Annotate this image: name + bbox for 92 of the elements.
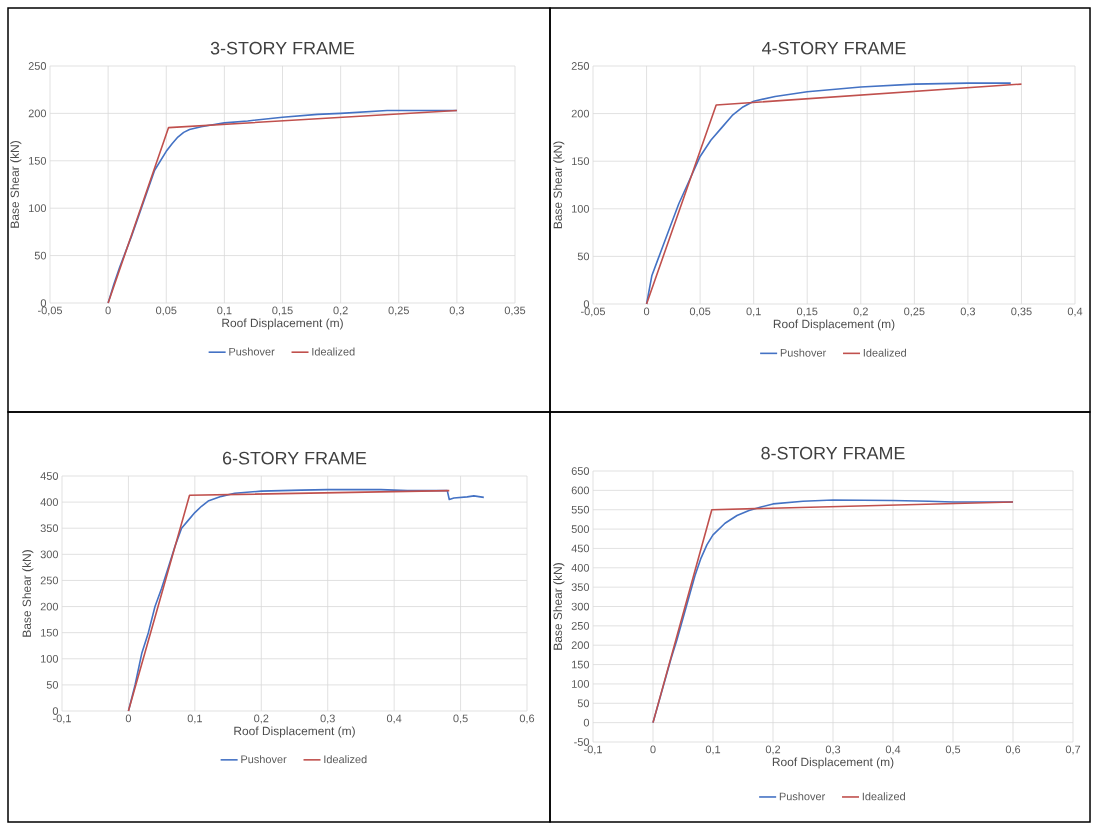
y-tick-label: -50 (574, 738, 590, 746)
y-tick-label: 200 (571, 109, 590, 118)
x-tick-label: 0 (105, 306, 111, 315)
x-tick-label: 0,4 (885, 745, 901, 755)
y-tick-label: 250 (571, 621, 590, 630)
x-tick-label: 0,3 (960, 307, 976, 317)
x-axis-title: Roof Displacement (m) (773, 319, 895, 331)
x-tick-label: 0,05 (689, 307, 711, 317)
y-tick-label: 0 (40, 299, 47, 307)
x-tick-label: 0 (650, 745, 656, 754)
legend-label: Pushover (779, 792, 826, 801)
x-axis-title: Roof Displacement (m) (234, 726, 355, 738)
y-tick-label: 150 (572, 157, 590, 166)
chart-title: 8-STORY FRAME (761, 446, 905, 460)
x-tick-label: 0,1 (705, 745, 721, 755)
y-tick-label: 50 (46, 681, 59, 689)
x-tick-label: 0,2 (333, 306, 348, 316)
y-tick-label: 550 (571, 505, 590, 514)
legend-label: Pushover (229, 347, 275, 356)
y-tick-label: 650 (571, 467, 590, 475)
x-tick-label: 0,6 (519, 714, 535, 724)
x-tick-label: 0,7 (1065, 745, 1081, 755)
legend-label: Idealized (862, 792, 905, 801)
legend-label: Pushover (241, 755, 287, 764)
x-tick-label: 0,1 (187, 714, 202, 724)
x-tick-label: 0,3 (449, 306, 465, 316)
y-tick-label: 150 (41, 628, 59, 637)
x-tick-label: 0,2 (254, 714, 269, 724)
y-tick-label: 250 (28, 62, 47, 70)
legend-label: Idealized (324, 755, 367, 764)
x-tick-label: 0,5 (453, 714, 468, 724)
x-tick-label: 0,05 (156, 306, 177, 316)
x-tick-label: 0,6 (1005, 745, 1021, 755)
x-tick-label: 0,25 (904, 307, 925, 317)
x-tick-label: 0,35 (504, 306, 526, 316)
y-axis-title: Base Shear (kN) (10, 141, 22, 228)
x-tick-label: -0,05 (38, 306, 63, 316)
x-tick-label: 0,3 (320, 714, 335, 724)
y-tick-label: 200 (40, 602, 59, 611)
x-tick-label: 0,35 (1011, 307, 1032, 317)
y-tick-label: 150 (572, 660, 590, 669)
x-tick-label: -0,1 (53, 714, 71, 724)
x-tick-label: 0,5 (945, 745, 961, 755)
x-tick-label: 0,1 (746, 307, 761, 317)
y-tick-label: 150 (29, 156, 47, 165)
y-tick-label: 0 (52, 707, 59, 715)
x-tick-label: 0 (125, 714, 132, 723)
y-tick-label: 400 (571, 563, 590, 572)
chart-title: 3-STORY FRAME (210, 41, 355, 55)
y-axis-title: Base Shear (kN) (553, 141, 565, 229)
x-axis-title: Roof Displacement (m) (222, 318, 343, 330)
y-tick-label: 200 (28, 109, 47, 118)
legend-label: Idealized (863, 348, 906, 357)
x-tick-label: 0,3 (825, 745, 841, 755)
chart-title: 6-STORY FRAME (222, 451, 367, 465)
y-tick-label: 350 (40, 524, 59, 533)
y-tick-label: 100 (41, 654, 59, 663)
y-tick-label: 0 (583, 300, 590, 308)
x-tick-label: 0,1 (217, 306, 232, 316)
y-tick-label: 100 (29, 204, 47, 213)
y-tick-label: 300 (40, 550, 59, 559)
y-axis-title: Base Shear (kN) (22, 550, 34, 637)
y-tick-label: 50 (577, 252, 590, 261)
y-tick-label: 400 (40, 498, 59, 506)
y-tick-label: 100 (572, 204, 590, 213)
y-tick-label: 50 (34, 251, 47, 260)
chart-title: 4-STORY FRAME (762, 41, 906, 55)
y-tick-label: 100 (572, 680, 590, 688)
x-tick-label: -0,05 (581, 307, 606, 317)
x-tick-label: 0,25 (388, 306, 409, 316)
x-tick-label: 0 (643, 307, 650, 316)
x-tick-label: 0,2 (765, 745, 781, 755)
x-axis-title: Roof Displacement (m) (772, 757, 894, 769)
x-tick-label: 0,15 (272, 306, 293, 316)
x-tick-label: -0,1 (584, 745, 602, 755)
legend-label: Idealized (312, 347, 355, 356)
y-tick-label: 350 (571, 583, 590, 592)
y-tick-label: 50 (577, 699, 590, 708)
y-tick-label: 450 (571, 544, 590, 553)
y-tick-label: 500 (571, 525, 590, 533)
y-tick-label: 250 (571, 62, 590, 70)
legend-label: Pushover (780, 348, 827, 357)
y-tick-label: 200 (571, 641, 590, 650)
y-tick-label: 450 (40, 472, 59, 480)
y-tick-label: 600 (571, 486, 590, 495)
y-tick-label: 300 (571, 602, 590, 611)
x-tick-label: 0,4 (1067, 307, 1083, 317)
x-tick-label: 0,4 (386, 714, 402, 724)
y-tick-label: 250 (40, 576, 59, 585)
y-axis-title: Base Shear (kN) (553, 563, 565, 650)
x-tick-label: 0,15 (796, 307, 818, 317)
x-tick-label: 0,2 (853, 307, 868, 317)
